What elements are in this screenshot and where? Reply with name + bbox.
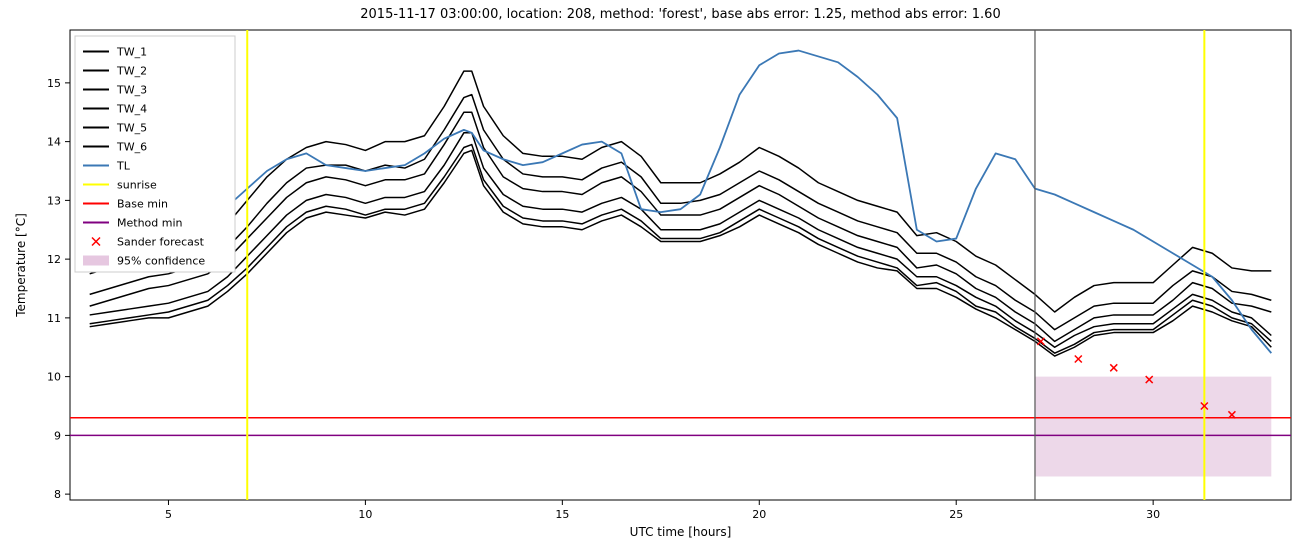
xtick-label: 25: [949, 508, 963, 521]
xtick-label: 15: [555, 508, 569, 521]
legend-label: sunrise: [117, 179, 157, 192]
legend-label: TW_1: [116, 46, 147, 59]
legend-label: Sander forecast: [117, 236, 205, 249]
ytick-label: 13: [47, 194, 61, 207]
legend-label: TW_4: [116, 103, 147, 116]
legend-label: TW_5: [116, 122, 147, 135]
xtick-label: 5: [165, 508, 172, 521]
ylabel: Temperature [°C]: [14, 213, 28, 318]
chart-container: 5 10 15 20 25 30 8 9 10 11 12 13 14 15 UTC time [hours…: [0, 0, 1311, 547]
xtick-label: 20: [752, 508, 766, 521]
chart-title: 2015-11-17 03:00:00, location: 208, meth…: [360, 7, 1000, 22]
xtick-label: 30: [1146, 508, 1160, 521]
ytick-label: 15: [47, 77, 61, 90]
confidence-band: [1035, 377, 1271, 477]
legend-swatch: [83, 256, 109, 266]
ytick-label: 14: [47, 136, 61, 149]
legend-label: Base min: [117, 198, 168, 211]
ytick-label: 12: [47, 253, 61, 266]
legend-label: TW_3: [116, 84, 147, 97]
legend-label: Method min: [117, 217, 183, 230]
legend-label: TW_6: [116, 141, 147, 154]
legend: TW_1 TW_2 TW_3 TW_4 TW_5 TW_6 TL sunrise Base mi…: [75, 36, 235, 272]
ytick-label: 9: [54, 429, 61, 442]
legend-label: 95% confidence: [117, 255, 205, 268]
legend-label: TL: [116, 160, 131, 173]
ytick-label: 10: [47, 371, 61, 384]
chart-svg: 5 10 15 20 25 30 8 9 10 11 12 13 14 15 UTC time [hours…: [0, 0, 1311, 547]
legend-label: TW_2: [116, 65, 147, 78]
ytick-label: 11: [47, 312, 61, 325]
xtick-label: 10: [358, 508, 372, 521]
ytick-label: 8: [54, 488, 61, 501]
xlabel: UTC time [hours]: [630, 525, 732, 539]
